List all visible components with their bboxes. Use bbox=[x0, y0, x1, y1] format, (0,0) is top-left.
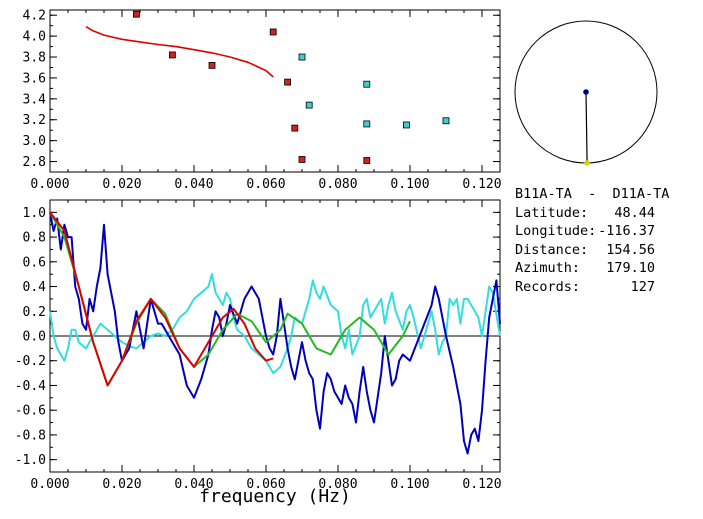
series-line-blue bbox=[49, 212, 501, 455]
y-tick-label: -0.2 bbox=[15, 354, 46, 369]
y-tick-label: -0.8 bbox=[15, 428, 46, 443]
x-tick-label: 0.120 bbox=[462, 477, 501, 492]
info-value: -116.37 bbox=[598, 223, 655, 239]
y-tick-label: 1.0 bbox=[23, 206, 46, 221]
x-axis-title: frequency (Hz) bbox=[199, 486, 351, 507]
station-pair-title: B11A-TA - D11A-TA bbox=[515, 186, 670, 202]
x-tick-label: 0.040 bbox=[174, 177, 213, 192]
data-point-marker_red bbox=[363, 157, 371, 164]
x-tick-label: 0.100 bbox=[390, 477, 429, 492]
y-tick-label: 0.8 bbox=[23, 231, 46, 246]
info-label: Distance: bbox=[515, 241, 589, 258]
x-tick-label: 0.080 bbox=[318, 177, 357, 192]
info-row-longitude: Longitude: -116.37 bbox=[515, 222, 669, 241]
y-tick-label: 3.6 bbox=[23, 71, 46, 86]
series-line-red bbox=[49, 211, 274, 387]
y-tick-label: 0.0 bbox=[23, 330, 46, 345]
dispersion-axes: 0.000 0.020 0.040 0.060 0.080 0.100 0.120 2.8 3.… bbox=[23, 9, 502, 192]
data-point-marker_red bbox=[168, 51, 176, 59]
info-label: Latitude: bbox=[515, 204, 589, 221]
x-tick-label: 0.040 bbox=[174, 477, 213, 492]
azimuth-center-dot bbox=[583, 89, 589, 95]
y-tick-label: 3.0 bbox=[23, 134, 46, 149]
x-tick-label: 0.060 bbox=[246, 177, 285, 192]
y-tick-label: 2.8 bbox=[23, 155, 46, 170]
y-tick-label: 0.4 bbox=[23, 280, 47, 295]
data-point-marker_red bbox=[269, 28, 277, 36]
x-tick-label: 0.060 bbox=[246, 477, 285, 492]
data-point-marker_red bbox=[291, 124, 299, 132]
y-tick-label: 0.6 bbox=[23, 255, 46, 270]
data-point-marker_cyan bbox=[402, 121, 410, 129]
correlation-data bbox=[49, 211, 501, 455]
y-tick-label: -0.6 bbox=[15, 404, 46, 419]
y-tick-label: 4.0 bbox=[23, 30, 46, 45]
info-value: 179.10 bbox=[606, 260, 655, 276]
azimuth-tip-marker bbox=[584, 160, 590, 166]
y-tick-label: 3.4 bbox=[23, 92, 47, 107]
x-tick-label: 0.120 bbox=[462, 177, 501, 192]
info-label: Records: bbox=[515, 278, 581, 295]
azimuth-plot bbox=[514, 20, 658, 166]
data-point-marker_cyan bbox=[363, 80, 371, 88]
dispersion-panel: 0.000 0.020 0.040 0.060 0.080 0.100 0.120 2.8 3.… bbox=[23, 9, 502, 192]
x-tick-label: 0.020 bbox=[102, 477, 141, 492]
data-point-marker_red bbox=[208, 61, 216, 69]
data-point-marker_red bbox=[298, 156, 306, 163]
info-row-azimuth: Azimuth: 179.10 bbox=[515, 259, 669, 278]
correlation-panel: 0.000 0.020 0.040 0.060 0.080 0.100 0.120 1.0 0.… bbox=[15, 199, 502, 507]
dispersion-frame bbox=[49, 9, 501, 173]
x-tick-label: 0.100 bbox=[390, 177, 429, 192]
x-tick-label: 0.020 bbox=[102, 177, 141, 192]
dispersion-data bbox=[85, 10, 450, 164]
data-point-marker_cyan bbox=[363, 120, 371, 128]
station-info-panel: B11A-TA - D11A-TA Latitude: 48.44 Longitu… bbox=[515, 185, 669, 296]
info-value: 48.44 bbox=[614, 204, 655, 221]
x-tick-label: 0.000 bbox=[30, 477, 69, 492]
info-row-records: Records: 127 bbox=[515, 278, 669, 297]
data-point-marker_cyan bbox=[298, 53, 306, 61]
x-tick-label: 0.000 bbox=[30, 177, 69, 192]
data-point-marker_red bbox=[284, 78, 292, 86]
correlation-axes: 0.000 0.020 0.040 0.060 0.080 0.100 0.120 1.0 0.… bbox=[15, 199, 502, 492]
y-tick-label: 3.8 bbox=[23, 51, 46, 66]
y-tick-label: 4.2 bbox=[23, 9, 46, 24]
x-tick-label: 0.080 bbox=[318, 477, 357, 492]
data-point-marker_cyan bbox=[305, 101, 313, 109]
series-line-cyan bbox=[49, 273, 501, 375]
data-point-marker_cyan bbox=[442, 117, 450, 125]
y-tick-label: 0.2 bbox=[23, 305, 46, 320]
info-value: 154.56 bbox=[606, 241, 655, 258]
azimuth-needle bbox=[585, 91, 588, 164]
data-point-marker_red bbox=[132, 10, 140, 18]
info-label: Azimuth: bbox=[515, 260, 581, 276]
info-row-distance: Distance: 154.56 bbox=[515, 241, 669, 260]
y-tick-label: -1.0 bbox=[15, 453, 46, 468]
info-label: Longitude: bbox=[515, 223, 597, 239]
y-tick-label: 3.2 bbox=[23, 113, 46, 128]
y-tick-label: -0.4 bbox=[15, 379, 46, 394]
info-row-latitude: Latitude: 48.44 bbox=[515, 204, 669, 223]
info-value: 127 bbox=[630, 278, 655, 295]
series-line-red bbox=[85, 26, 274, 78]
